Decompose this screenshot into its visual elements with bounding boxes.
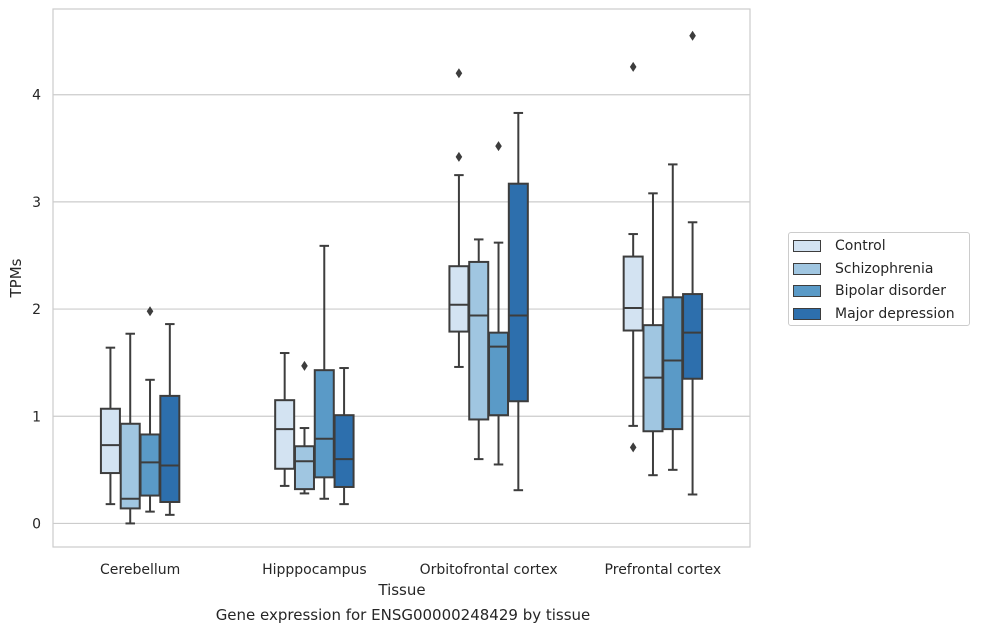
box-body [333,414,355,488]
outlier-point [689,30,696,41]
chart-caption: Gene expression for ENSG00000248429 by t… [215,606,591,624]
box-3-3 [682,30,704,496]
box-body [119,422,141,510]
box-2-2 [488,141,510,466]
box-body [507,182,529,403]
y-axis-label: TPMs [7,258,25,298]
box-body [139,433,161,497]
box-0-0 [99,346,121,506]
x-tick-label: Cerebellum [100,562,180,578]
box-3-2 [662,163,684,471]
legend-label: Bipolar disorder [835,283,947,299]
box-1-1 [293,360,315,495]
legend-swatch [793,307,821,320]
x-tick-labels: Cerebellum Hipppocampus Orbitofrontal cort… [100,562,721,578]
box-body [293,445,315,491]
box-3-0 [622,61,644,453]
box-body [159,394,181,503]
box-body [313,369,335,479]
legend: Control Schizophrenia Bipolar disorder Majo… [788,232,970,326]
box-0-1 [119,332,141,525]
box-body [468,260,490,421]
outlier-point [301,360,308,371]
box-1-0 [274,352,296,487]
legend-swatch [793,240,821,252]
y-tick-labels: 0 1 2 3 4 [32,88,41,533]
box-3-1 [642,192,664,477]
box-body [622,255,644,332]
box-body [488,331,510,417]
legend-swatch [793,285,821,297]
legend-item: Major depression [793,304,955,324]
y-tick-label: 1 [32,409,41,425]
box-body [662,296,684,431]
legend-item: Bipolar disorder [793,281,946,301]
x-tick-label: Prefrontal cortex [605,562,722,578]
legend-label: Schizophrenia [835,260,934,277]
box-0-3 [159,323,181,516]
box-plots [99,30,704,525]
box-0-2 [139,306,161,513]
y-tick-label: 4 [32,88,41,104]
y-tick-label: 0 [32,516,41,532]
box-1-2 [313,244,335,500]
outlier-point [629,61,637,72]
legend-label: Major depression [835,305,955,322]
box-body [274,399,296,470]
legend-label: Control [835,238,886,254]
outlier-point [455,68,463,79]
outlier-point [495,141,502,152]
outlier-point [455,151,463,162]
y-tick-label: 2 [32,302,41,318]
box-2-1 [468,238,490,461]
x-tick-label: Orbitofrontal cortex [420,562,558,578]
x-axis-label: Tissue [377,581,425,599]
plot-frame [52,8,751,548]
legend-item: Schizophrenia [793,259,933,279]
box-1-3 [333,367,355,506]
x-tick-label: Hipppocampus [262,562,367,578]
box-2-0 [448,68,470,368]
legend-item: Control [793,236,886,256]
outlier-point [146,306,154,317]
outlier-point [629,442,637,453]
legend-swatch [793,262,821,275]
box-body [448,265,470,333]
box-2-3 [507,111,529,492]
y-tick-label: 3 [32,195,41,211]
box-body [682,293,704,380]
box-body [99,407,121,475]
